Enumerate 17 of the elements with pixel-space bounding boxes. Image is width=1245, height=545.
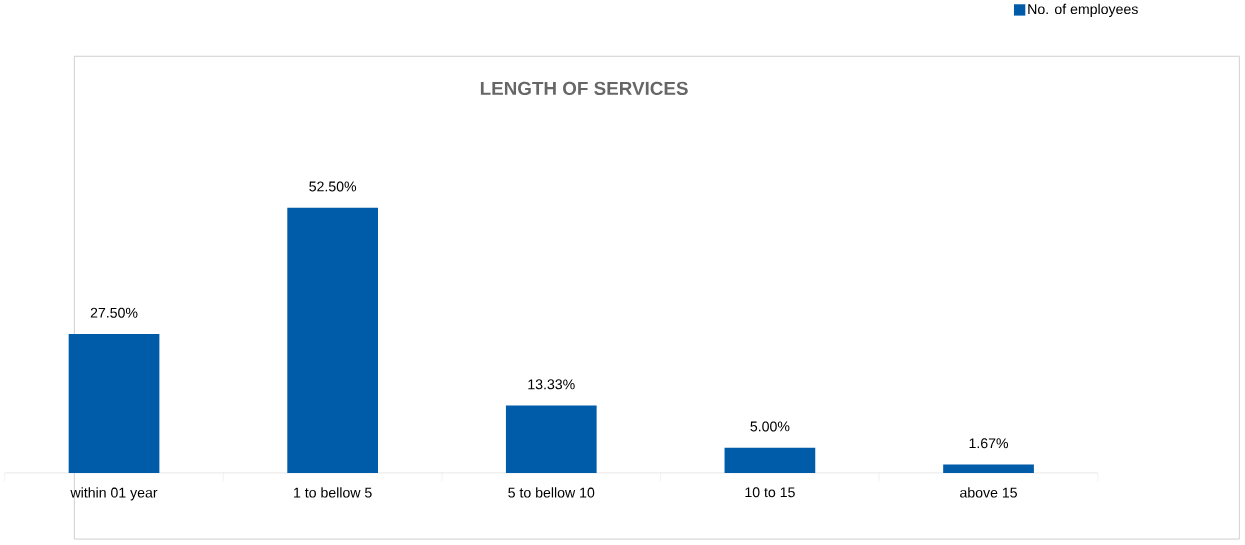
x-tick-label: above 15 xyxy=(960,487,1017,498)
data-label: 27.50% xyxy=(90,307,138,318)
x-tick-label: within 01 year xyxy=(70,487,158,501)
bar xyxy=(724,447,816,474)
x-tick-label: 1 to bellow 5 xyxy=(294,487,372,498)
bar xyxy=(505,405,597,474)
bar xyxy=(287,207,379,474)
x-tick-label: 10 to 15 xyxy=(745,487,795,498)
chart-title: LENGTH OF SERVICES xyxy=(480,81,688,96)
data-label: 13.33% xyxy=(528,379,575,390)
data-label: 52.50% xyxy=(309,181,357,192)
bar xyxy=(68,334,160,474)
bar xyxy=(943,464,1034,474)
data-label: 5.00% xyxy=(750,421,790,432)
data-label: 1.67% xyxy=(969,438,1009,449)
legend-label: No. of employees xyxy=(1028,3,1138,18)
x-tick-label: 5 to bellow 10 xyxy=(508,487,595,498)
